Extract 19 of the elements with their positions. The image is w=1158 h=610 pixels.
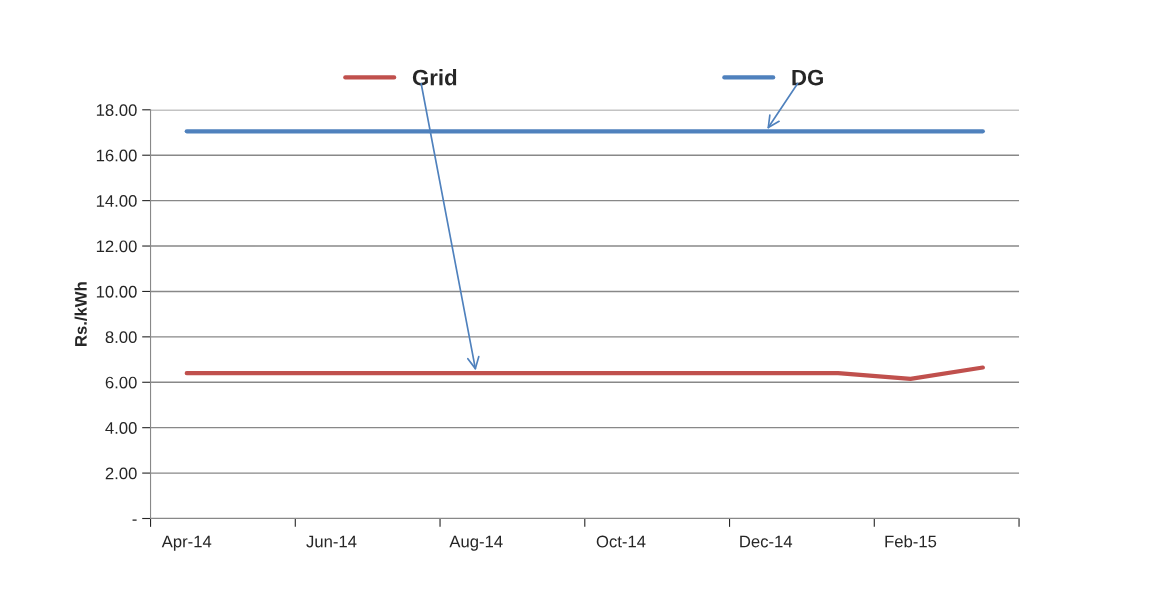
y-tick-label: 4.00 — [105, 422, 137, 434]
y-tick-label: 16.00 — [96, 149, 137, 162]
x-tick-label: Apr-14 — [161, 535, 212, 551]
y-tick-label: 6.00 — [105, 376, 137, 389]
x-tick-label: Oct-14 — [596, 535, 646, 548]
y-tick-label: 12.00 — [96, 240, 137, 253]
x-tick-label: Aug-14 — [449, 535, 503, 551]
legend-label: Grid — [412, 69, 457, 86]
x-tick-label: Dec-14 — [740, 535, 793, 548]
legend-label: DG — [792, 69, 823, 86]
x-tick-label: Feb-15 — [885, 535, 937, 548]
x-tick-label: Jun-14 — [306, 535, 357, 548]
y-tick-label: 14.00 — [96, 195, 137, 207]
y-tick-label: 18.00 — [96, 104, 137, 116]
y-axis-title: Rs./kWh — [74, 282, 87, 346]
y-tick-label: 10.00 — [96, 285, 137, 298]
y-tick-label: 8.00 — [105, 331, 137, 344]
y-tick-label: - — [132, 519, 137, 521]
y-tick-label: 2.00 — [105, 467, 137, 480]
